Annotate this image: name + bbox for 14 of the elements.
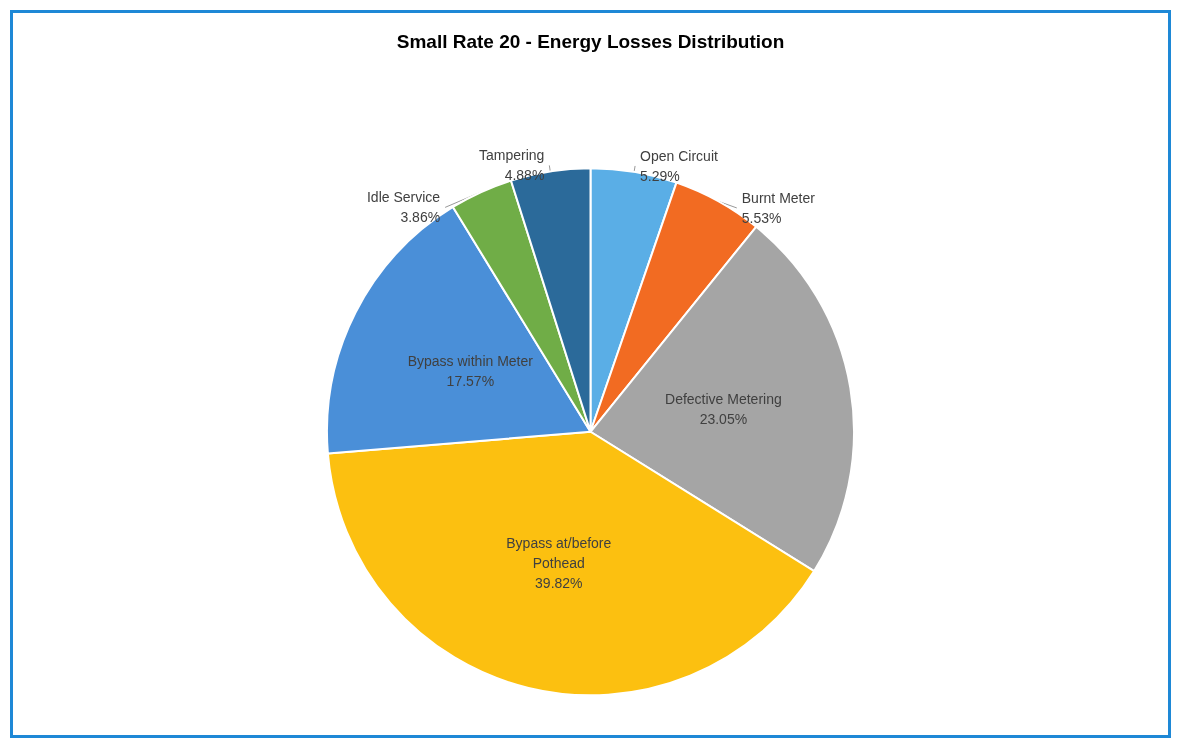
slice-label: Open Circuit (640, 147, 718, 164)
data-label: 23.05% (699, 411, 748, 428)
data-label: 5.29% (640, 167, 680, 184)
slice-label: Tampering (478, 147, 545, 164)
slice-label: Burnt Meter (741, 189, 816, 206)
data-label: 39.82% (535, 574, 583, 591)
data-label: 17.57% (446, 372, 495, 389)
slice-label: Defective Metering (665, 391, 782, 408)
slice-label: Bypass within Meter (407, 352, 534, 369)
chart-title: Small Rate 20 - Energy Losses Distribution (396, 31, 785, 52)
slice-label: Idle Service (366, 189, 441, 206)
slice-label: Bypass at/before Pothead (506, 534, 612, 571)
data-label: 5.53% (741, 209, 782, 226)
data-label: 3.86% (400, 209, 441, 226)
